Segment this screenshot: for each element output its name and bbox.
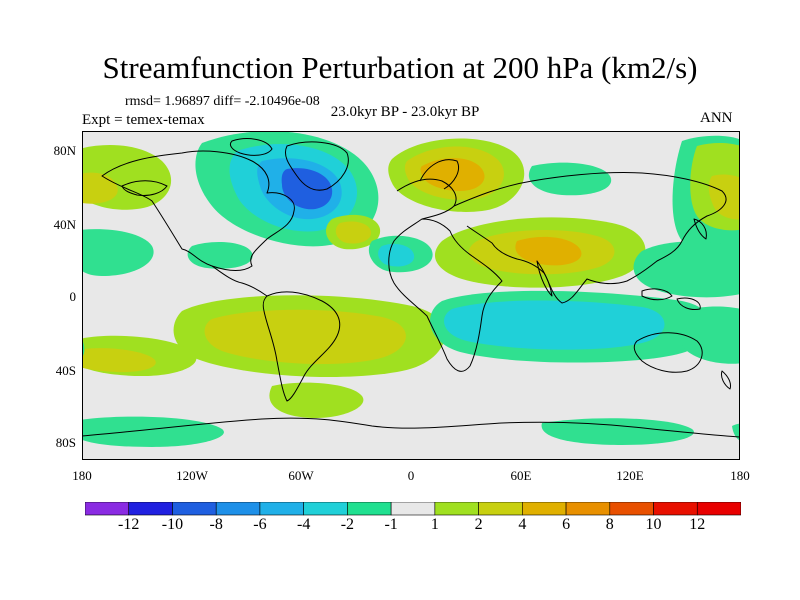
colorbar-box — [609, 502, 654, 516]
field-north-atlantic-negative — [195, 131, 379, 247]
colorbar-box — [303, 502, 348, 516]
colorbar-box — [172, 502, 217, 516]
colorbar-tick-label: -1 — [384, 516, 398, 533]
colorbar-tick-label: 2 — [474, 516, 483, 533]
season-label: ANN — [700, 110, 733, 126]
map-title: Streamfunction Perturbation at 200 hPa (… — [102, 50, 698, 85]
period-label: 23.0kyr BP - 23.0kyr BP — [330, 104, 480, 120]
lon-label-180w: 180 — [72, 468, 92, 483]
colorbar-tick-label: -6 — [253, 516, 267, 533]
colorbar-box — [347, 502, 392, 516]
colorbar-tick-label: 12 — [689, 516, 706, 533]
lat-label-80s: 80S — [55, 435, 76, 450]
field-southern-hemisphere — [82, 290, 740, 447]
colorbar-tick-label: 6 — [562, 516, 571, 533]
colorbar-box — [85, 502, 130, 516]
colorbar-tick-label: -4 — [296, 516, 311, 533]
colorbar-tick-label: -10 — [161, 516, 184, 533]
field-asia-positive — [434, 217, 646, 288]
colorbar-tick-label: -2 — [340, 516, 355, 533]
field-pacific-north — [82, 135, 740, 298]
lon-label-0: 0 — [407, 468, 415, 483]
coastlines — [82, 138, 740, 438]
colorbar — [85, 502, 741, 516]
lon-label-60e: 60E — [510, 468, 532, 483]
lat-label-40n: 40N — [53, 217, 76, 232]
colorbar-box — [478, 502, 523, 516]
colorbar-tick-label: -8 — [209, 516, 223, 533]
experiment-label: Expt = temex-temax — [82, 112, 205, 128]
colorbar-box — [215, 502, 261, 516]
map-plot-area — [82, 131, 740, 460]
lon-label-120e: 120E — [616, 468, 644, 483]
lat-label-0: 0 — [69, 289, 77, 304]
colorbar-tick-label: 1 — [430, 516, 439, 533]
colorbar-box — [434, 502, 479, 516]
lon-label-120w: 120W — [176, 468, 208, 483]
lat-label-40s: 40S — [55, 363, 76, 378]
colorbar-tick-label: 4 — [518, 516, 527, 533]
lon-label-60w: 60W — [288, 468, 314, 483]
colorbar-box — [653, 502, 698, 516]
colorbar-tick-label: 8 — [605, 516, 614, 533]
colorbar-box — [128, 502, 173, 516]
colorbar-box — [696, 502, 741, 516]
colorbar-box — [565, 502, 611, 516]
lat-label-80n: 80N — [53, 143, 76, 158]
lon-label-180e: 180 — [730, 468, 750, 483]
colorbar-box — [522, 502, 567, 516]
colorbar-tick-label: 10 — [645, 516, 662, 533]
colorbar-box — [259, 502, 304, 516]
colorbar-tick-label: -12 — [118, 516, 140, 533]
statistics-text: rmsd= 1.96897 diff= -2.10496e-08 — [125, 94, 320, 109]
colorbar-box — [390, 502, 436, 516]
